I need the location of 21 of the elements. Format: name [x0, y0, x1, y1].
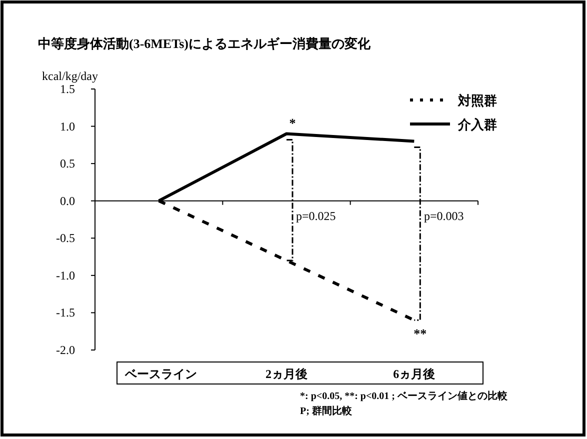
y-axis-title: kcal/kg/day	[42, 69, 98, 83]
y-tick-label: -1.0	[56, 268, 75, 282]
legend-label: 介入群	[457, 117, 497, 132]
y-tick-label: 0.0	[60, 194, 75, 208]
y-tick-label: 1.0	[60, 119, 75, 134]
chart-title: 中等度身体活動(3-6METs)によるエネルギー消費量の変化	[38, 36, 372, 51]
annotation: p=0.025	[296, 209, 336, 223]
y-tick-label: 0.5	[60, 156, 75, 171]
legend-label: 対照群	[457, 93, 497, 108]
text: *: p<0.05, **: p<0.01 ; ベースライン値との比較	[300, 390, 509, 402]
text: P; 群間比較	[300, 405, 353, 417]
x-tick-label: ベースライン	[124, 367, 197, 381]
annotation: p=0.003	[424, 209, 464, 223]
annotation: **	[414, 326, 427, 342]
annotation: *	[289, 116, 296, 131]
x-tick-label: 2ヵ月後	[266, 367, 308, 381]
y-tick-label: 1.5	[60, 82, 75, 96]
y-tick-label: -2.0	[56, 343, 75, 357]
x-tick-label: 6ヵ月後	[393, 367, 436, 381]
y-tick-label: -0.5	[56, 231, 75, 246]
y-tick-label: -1.5	[56, 306, 75, 320]
